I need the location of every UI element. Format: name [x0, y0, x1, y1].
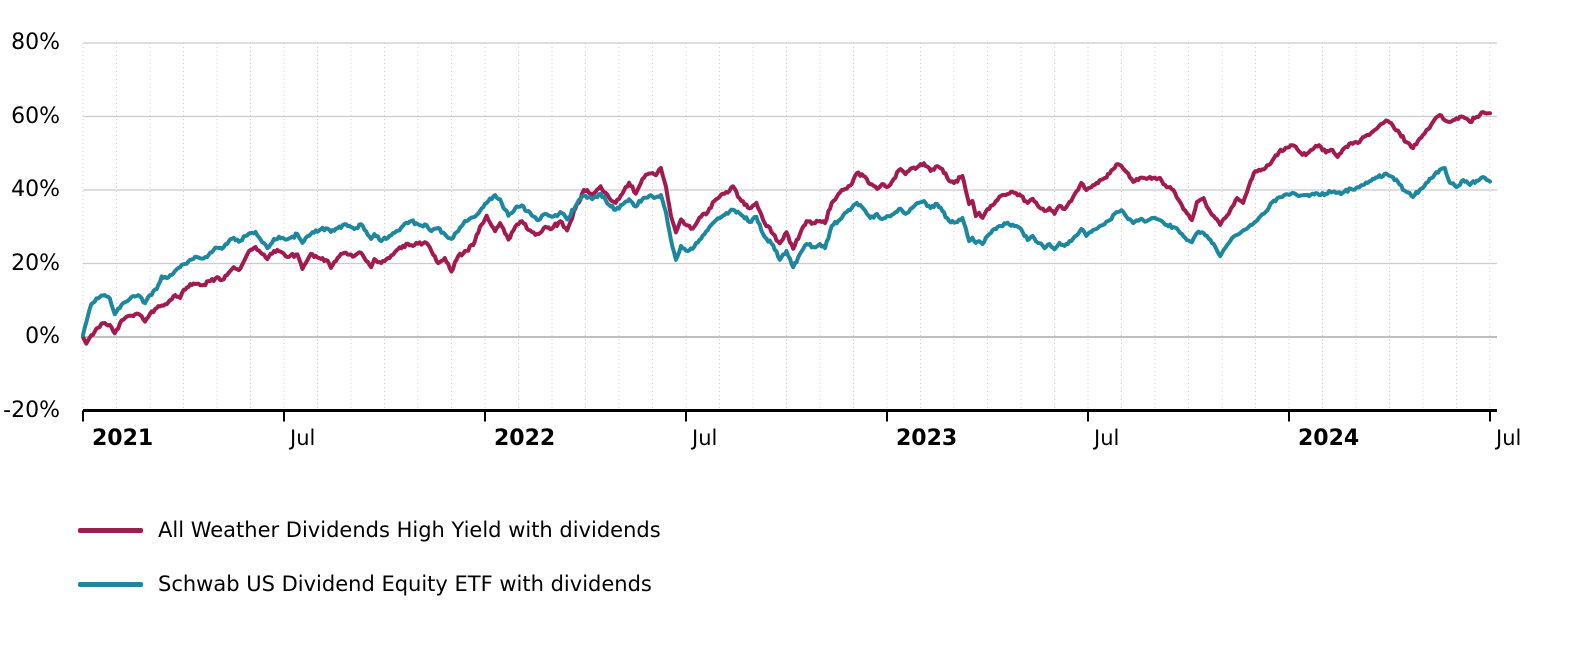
x-axis-label-2021: 2021: [92, 426, 154, 451]
x-axis-label-jul-2022: Jul: [692, 426, 718, 450]
y-axis-label-20: 20%: [11, 250, 60, 276]
x-axis-label-2022: 2022: [494, 426, 556, 451]
x-axis-label-2024: 2024: [1298, 426, 1360, 451]
legend-item-all-weather: All Weather Dividends High Yield with di…: [78, 517, 661, 543]
y-axis-label-80: 80%: [11, 30, 60, 55]
legend-label-all-weather: All Weather Dividends High Yield with di…: [158, 518, 661, 542]
series-line: [81, 110, 1492, 346]
x-axis-label-jul-2023: Jul: [1094, 426, 1120, 450]
y-axis-label-40: 40%: [11, 177, 60, 202]
y-axis-label-60: 60%: [11, 103, 60, 129]
y-axis-label-0: 0%: [25, 324, 60, 349]
chart-plot-area: [81, 42, 1497, 422]
x-axis-label-jul-2021: Jul: [290, 426, 316, 450]
legend-swatch-all-weather: [78, 527, 143, 533]
y-axis-label-neg20: -20%: [3, 397, 60, 423]
series-line: [81, 166, 1492, 338]
chart-legend: All Weather Dividends High Yield with di…: [78, 517, 661, 625]
legend-item-schwab: Schwab US Dividend Equity ETF with divid…: [78, 571, 661, 597]
x-axis-label-2023: 2023: [896, 426, 958, 451]
legend-swatch-schwab: [78, 581, 143, 587]
legend-label-schwab: Schwab US Dividend Equity ETF with divid…: [158, 572, 652, 596]
x-axis-label-jul-2024: Jul: [1496, 426, 1522, 450]
